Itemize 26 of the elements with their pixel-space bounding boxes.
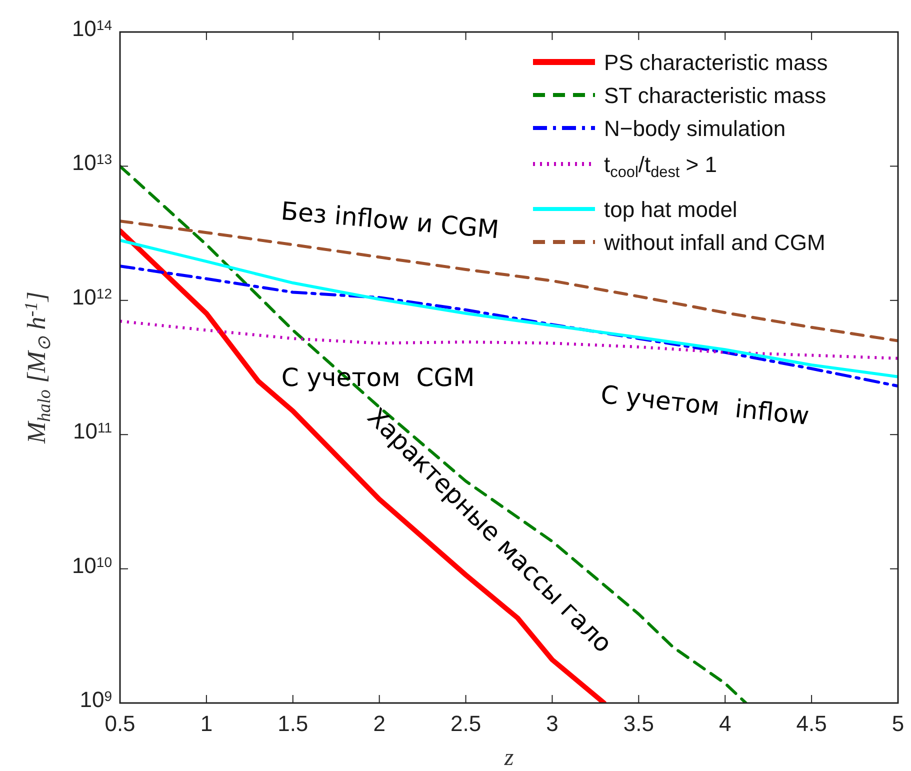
- y-tick-label: 10$^{10}$: [72, 552, 112, 578]
- y-tick-label: 10$^{11}$: [72, 418, 112, 444]
- x-tick-label: 2.5: [450, 711, 482, 736]
- legend-label: t$_{cool}$/t$_{dest}$ > 1: [604, 152, 717, 180]
- annotation: Без inflow и CGM: [280, 196, 500, 244]
- x-tick-label: 0.5: [104, 711, 136, 736]
- x-tick-label: 3.5: [623, 711, 654, 736]
- x-tick-label: 4.5: [796, 711, 827, 736]
- x-tick-label: 3: [546, 711, 558, 736]
- y-tick-label: 10$^{12}$: [72, 284, 112, 310]
- y-tick-label: 10$^{13}$: [72, 150, 112, 176]
- legend-label: N−body simulation: [604, 116, 786, 141]
- x-tick-label: 2: [373, 711, 386, 736]
- annotation: С учетом CGM: [281, 362, 475, 392]
- annotation: С учетом inflow: [599, 380, 811, 431]
- x-tick-label: 5: [892, 711, 904, 736]
- legend-label: top hat model: [604, 197, 738, 222]
- y-tick-label: 10$^{14}$: [72, 16, 112, 41]
- x-tick-label: 1.5: [278, 711, 308, 736]
- x-tick-label: 4: [718, 711, 732, 736]
- x-tick-label: 1: [200, 711, 213, 736]
- legend-label: without infall and CGM: [603, 230, 826, 255]
- legend-label: ST characteristic mass: [604, 83, 826, 108]
- legend-label: PS characteristic mass: [604, 50, 828, 75]
- x-axis-title: z: [503, 745, 514, 771]
- y-tick-label: 10$^{9}$: [80, 687, 112, 712]
